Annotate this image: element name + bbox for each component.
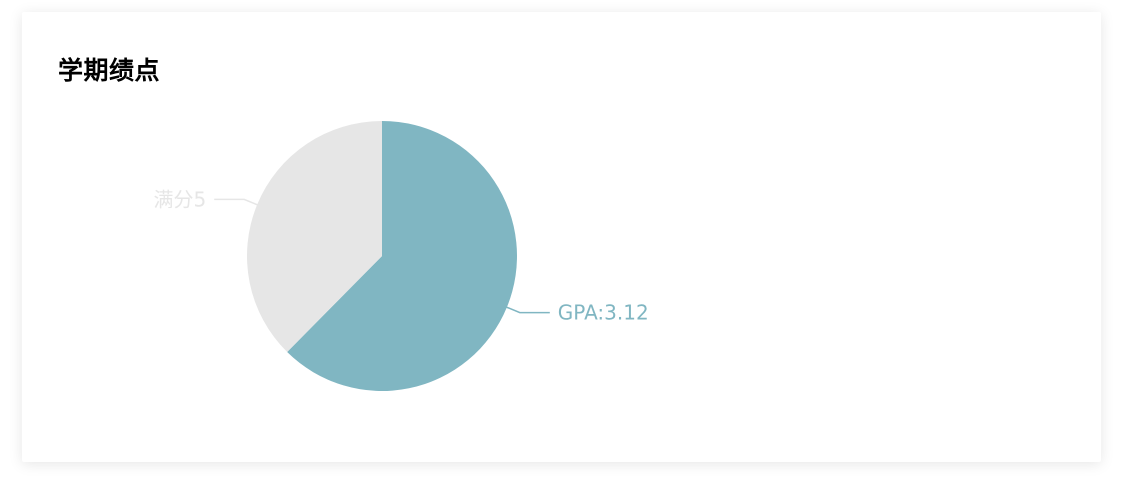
pie-slice-0[interactable] [287,121,517,392]
pie-leader-line-0 [504,305,550,314]
pie-leader-line-1 [214,198,260,207]
gpa-pie-chart: GPA:3.12 满分5 [153,121,649,392]
pie-slice-label-1: 满分5 [153,187,206,211]
gpa-card: 学期绩点 GPA:3.12 满分5 [22,12,1101,462]
pie-slice-1[interactable] [246,121,382,353]
card-title: 学期绩点 [58,56,161,85]
pie-slice-label-0: GPA:3.12 [558,301,649,325]
